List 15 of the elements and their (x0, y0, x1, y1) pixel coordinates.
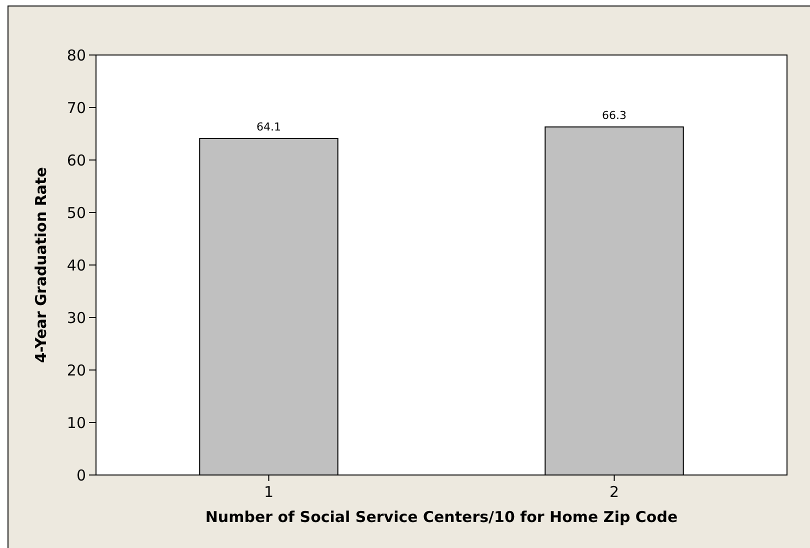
x-tick-label: 1 (264, 483, 274, 501)
y-tick-label: 0 (76, 466, 86, 484)
y-tick-label: 20 (66, 361, 86, 380)
y-axis-title: 4-Year Graduation Rate (32, 167, 50, 363)
y-tick-label: 30 (66, 308, 86, 327)
y-tick-label: 80 (66, 46, 86, 64)
data-label: 64.1 (256, 120, 281, 134)
y-tick-label: 50 (66, 204, 86, 222)
x-tick-label: 2 (609, 483, 620, 501)
y-tick-label: 10 (66, 414, 86, 432)
data-label: 66.3 (602, 108, 626, 122)
x-axis-title: Number of Social Service Centers/10 for Home Zip Code (205, 508, 678, 526)
y-tick-label: 40 (66, 256, 86, 274)
y-tick-label: 60 (66, 151, 86, 170)
y-tick-label: 70 (66, 98, 86, 117)
